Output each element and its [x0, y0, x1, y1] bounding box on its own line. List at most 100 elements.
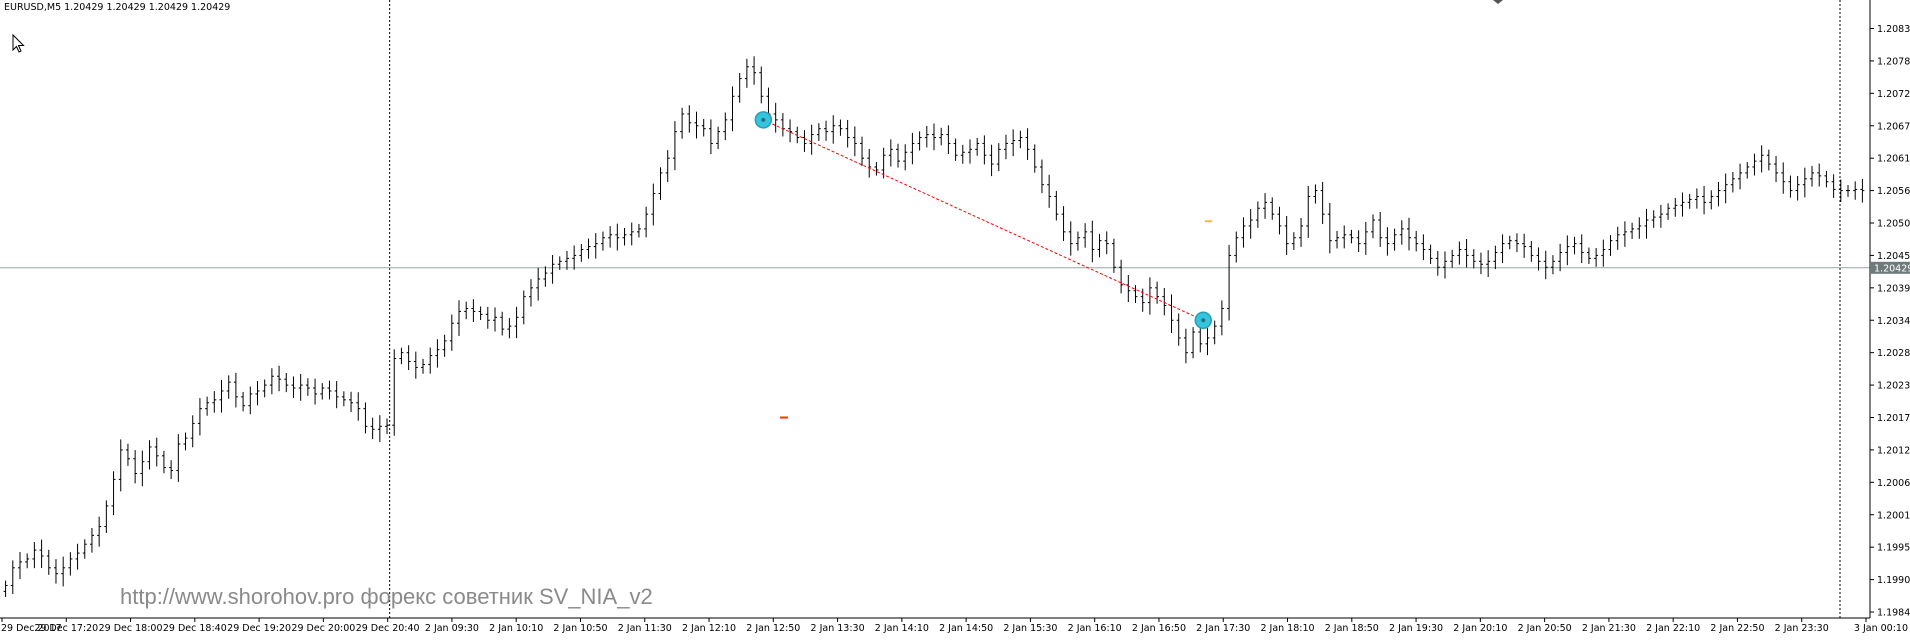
candle	[1802, 167, 1807, 198]
candle	[500, 311, 505, 336]
candle	[25, 553, 30, 569]
candle	[313, 378, 318, 405]
candle	[406, 345, 411, 370]
candle	[572, 245, 577, 270]
candle	[1133, 285, 1138, 304]
candle	[1291, 232, 1296, 250]
x-tick-label: 2 Jan 21:30	[1582, 623, 1636, 634]
candle	[1212, 320, 1217, 345]
candle	[154, 437, 159, 467]
candle	[140, 450, 145, 487]
candle	[1068, 221, 1073, 256]
candle	[413, 351, 418, 379]
candle	[1047, 174, 1052, 208]
candle	[1378, 212, 1383, 247]
candle	[1119, 259, 1124, 294]
candle	[521, 290, 526, 325]
y-tick-label: 1.20670	[1877, 121, 1910, 132]
candle	[1860, 178, 1865, 203]
candle	[1032, 144, 1037, 173]
candle	[860, 136, 865, 166]
candle	[485, 306, 490, 329]
candle	[277, 365, 282, 392]
candle	[82, 539, 87, 559]
y-tick-label: 1.20340	[1877, 316, 1910, 327]
current-price-text: 1.20429	[1874, 263, 1910, 274]
candle	[399, 347, 404, 365]
x-tick-label: 2 Jan 23:30	[1775, 623, 1829, 634]
candle	[982, 135, 987, 165]
y-tick-label: 1.19900	[1877, 575, 1910, 586]
candle	[1781, 162, 1786, 194]
candle	[464, 301, 469, 320]
candle	[550, 254, 555, 284]
candle	[1406, 217, 1411, 251]
candle	[1745, 162, 1750, 179]
candle	[1176, 313, 1181, 346]
candle	[1385, 227, 1390, 256]
x-tick-label: 29 Dec 17:20	[34, 623, 98, 634]
candle	[1335, 230, 1340, 249]
candle	[1730, 171, 1735, 193]
candle	[1644, 208, 1649, 239]
candle	[507, 318, 512, 339]
candle	[658, 167, 663, 200]
candle	[1392, 228, 1397, 251]
candle	[68, 552, 73, 576]
candle	[1363, 221, 1368, 255]
candle	[176, 434, 181, 482]
candle	[1097, 233, 1102, 258]
candle	[694, 111, 699, 139]
candle	[118, 439, 123, 492]
candle	[1039, 159, 1044, 194]
candle	[1788, 175, 1793, 198]
candle	[61, 556, 66, 587]
candle	[579, 243, 584, 262]
candle	[1442, 251, 1447, 279]
candle	[1709, 190, 1714, 210]
candle	[53, 559, 58, 584]
candle	[1198, 324, 1203, 353]
candle	[89, 527, 94, 553]
candle	[838, 119, 843, 136]
candle	[1320, 181, 1325, 225]
candle	[1342, 225, 1347, 249]
candle	[730, 86, 735, 132]
candle	[1306, 185, 1311, 238]
y-tick-label: 1.20120	[1877, 445, 1910, 456]
candle	[874, 162, 879, 176]
candle	[924, 125, 929, 148]
candle	[212, 391, 217, 413]
candle	[133, 450, 138, 484]
candle	[449, 314, 454, 351]
candle	[1191, 327, 1196, 359]
candle	[1457, 241, 1462, 265]
candle	[831, 115, 836, 144]
candle	[111, 471, 116, 516]
candle	[1486, 250, 1491, 277]
candle	[3, 580, 8, 598]
candle	[1522, 233, 1527, 258]
candle	[1399, 220, 1404, 245]
y-tick-label: 1.20505	[1877, 219, 1910, 230]
candle	[903, 144, 908, 171]
candle	[1054, 190, 1059, 221]
x-tick-label: 2 Jan 20:10	[1453, 623, 1507, 634]
candle	[161, 450, 166, 474]
candle	[917, 131, 922, 151]
candle	[1500, 234, 1505, 264]
candle	[672, 121, 677, 171]
candle	[104, 500, 109, 533]
candle	[1774, 156, 1779, 183]
candle	[1680, 192, 1685, 217]
candle	[543, 266, 548, 287]
candle	[1241, 217, 1246, 248]
candle	[910, 132, 915, 165]
x-tick-label: 2 Jan 15:30	[1003, 623, 1057, 634]
candle	[1601, 239, 1606, 267]
candle	[1817, 163, 1822, 187]
candle	[1543, 250, 1548, 280]
